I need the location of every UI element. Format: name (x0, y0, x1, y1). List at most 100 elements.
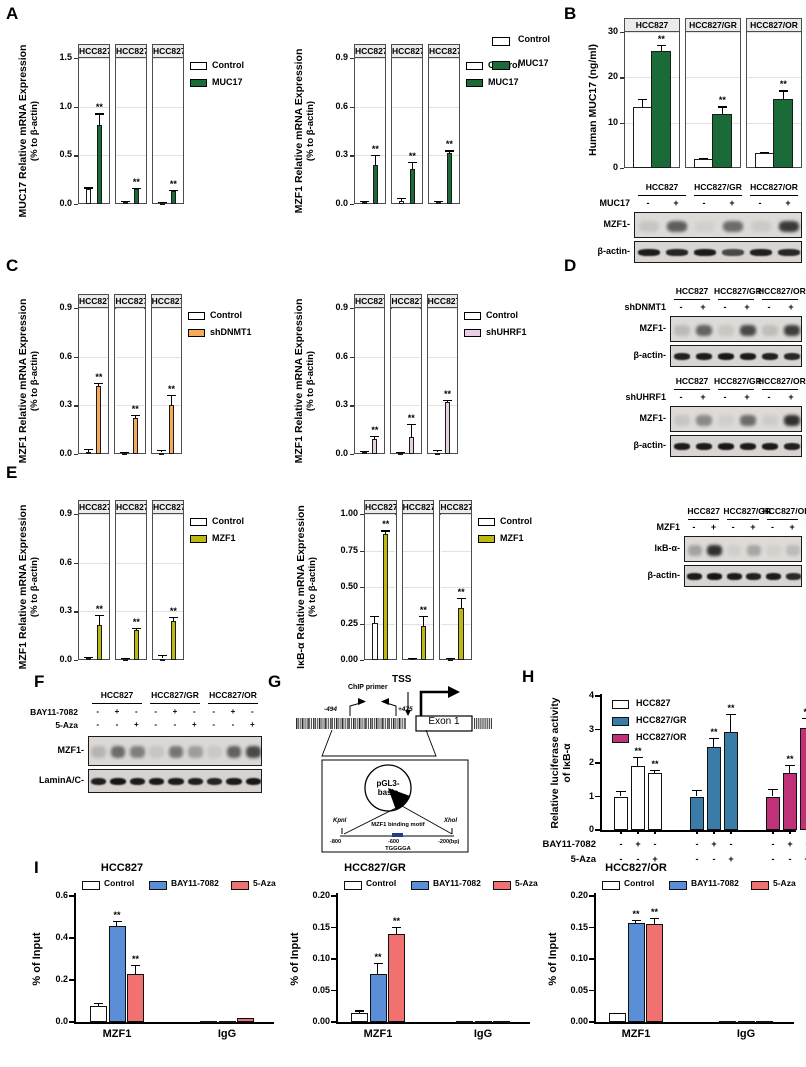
blot-band (718, 324, 734, 336)
error-bar (789, 765, 791, 774)
bar-control-0 (86, 189, 92, 204)
y-tick-label: 0.6 (55, 890, 68, 900)
blot-lane-symbol-0: - (692, 522, 696, 532)
blot-lane-symbol-5: + (785, 198, 791, 208)
significance-marker: ** (445, 139, 453, 150)
y-tick-mark (74, 660, 78, 662)
error-cap (445, 657, 455, 660)
blot-treatment-label: MZF1 (656, 522, 681, 532)
facet-header-2: HCC827/OR (152, 44, 184, 58)
coord-mid-label: -600 (388, 839, 400, 845)
blot-band (110, 778, 126, 786)
y-tick-mark (595, 695, 600, 697)
blot-lane-symbol: - (154, 720, 157, 729)
y-tick-mark (74, 611, 78, 613)
x-category-label-0: MZF1 (363, 1028, 393, 1040)
y-tick-mark (589, 989, 594, 992)
y-tick-label: 0.3 (335, 149, 348, 160)
y-tick-mark (69, 895, 74, 897)
y-axis (600, 694, 602, 830)
blot-box-loading (684, 565, 802, 587)
y-tick-mark (620, 32, 624, 34)
blot-box-loading (88, 769, 262, 793)
xhoi-label: XhoI (444, 818, 457, 824)
treatment-symbol: - (695, 854, 699, 864)
x-category-label-1: IgG (473, 1028, 493, 1040)
facet-header-0: HCC827 (364, 500, 397, 514)
error-cap (131, 627, 141, 630)
blot-lane-symbol: - (134, 707, 138, 716)
y-axis-label-line: MZF1 Relative mRNA Expression (293, 48, 305, 214)
blot-group-label-2: HCC827/OR (762, 506, 806, 516)
y-axis-label-line: MZF1 Relative mRNA Expression (293, 298, 305, 464)
treatment-symbol: + (652, 854, 658, 864)
y-tick-mark (74, 356, 78, 358)
legend-swatch-1 (478, 535, 495, 543)
y-tick-label: 0.00 (570, 1016, 588, 1026)
blot-group-label-0: HCC827 (675, 376, 709, 386)
blot-band (722, 249, 744, 257)
blot-band (187, 778, 204, 786)
y-tick-mark (331, 926, 336, 929)
significance-marker: ** (382, 519, 390, 530)
error-cap (456, 597, 466, 599)
blot-box-target (670, 316, 802, 342)
blot-band (718, 414, 734, 426)
legend-swatch-1 (149, 881, 167, 890)
facet-plot-1 (115, 514, 147, 660)
error-bar (116, 920, 118, 927)
grid-line (115, 405, 145, 407)
blot-box-loading (634, 241, 802, 263)
facet-plot-1 (115, 58, 147, 204)
legend-label-0: Control (366, 878, 397, 888)
treatment-symbol: - (636, 854, 640, 864)
legend-swatch-1 (188, 329, 205, 337)
blot-row-label-0: MZF1- (57, 745, 85, 755)
error-bar (170, 395, 173, 406)
grid-line (153, 611, 183, 613)
error-bar (730, 714, 732, 732)
y-tick-label: 0.2 (55, 974, 68, 984)
panel-letter-I: I (34, 858, 39, 877)
blot-group-rule (674, 389, 710, 391)
legend-swatch-0 (344, 881, 362, 890)
y-tick-label: 0.05 (312, 984, 330, 995)
blot-band (207, 746, 222, 758)
bar-mzf1-2 (170, 621, 176, 660)
blot-lane-symbol: + (191, 720, 197, 729)
facet-header-0: HCC827 (78, 294, 110, 308)
blot-band (687, 573, 703, 581)
significance-marker: ** (650, 907, 658, 918)
blot-band (168, 746, 184, 758)
x-tick-mark (730, 830, 732, 834)
legend-label-0: HCC827 (636, 698, 671, 708)
blot-band (638, 249, 660, 257)
blot-group-label-0: HCC827 (687, 506, 720, 516)
legend-swatch-2 (612, 734, 629, 743)
grid-line (79, 106, 109, 108)
bar-control-0 (362, 202, 368, 205)
y-axis (74, 893, 76, 1022)
grid-line (153, 562, 183, 564)
y-tick-mark (74, 58, 78, 60)
grid-line (747, 77, 801, 79)
legend-swatch-1 (669, 881, 687, 890)
legend-label-0: Control (212, 516, 244, 526)
error-bar (422, 616, 425, 626)
y-axis-label: IκB-α Relative mRNA Expression (% to β-ac… (294, 505, 320, 669)
blot-band (746, 573, 762, 581)
y-tick-mark (331, 1021, 336, 1023)
bar-hcc827-1 (631, 766, 645, 830)
treatment-symbol: - (729, 839, 733, 849)
y-tick-mark (350, 405, 354, 407)
y-tick-label: 0.15 (570, 921, 588, 932)
error-bar (160, 450, 162, 453)
blot-lane-symbol-1: + (700, 302, 706, 312)
tss-label: TSS (392, 674, 412, 685)
panel-letter-F: F (34, 672, 45, 691)
grid-line (365, 550, 396, 552)
facet-plot-0 (78, 514, 110, 660)
grid-line (429, 155, 459, 157)
error-bar (436, 449, 438, 453)
blot-band (762, 324, 778, 336)
